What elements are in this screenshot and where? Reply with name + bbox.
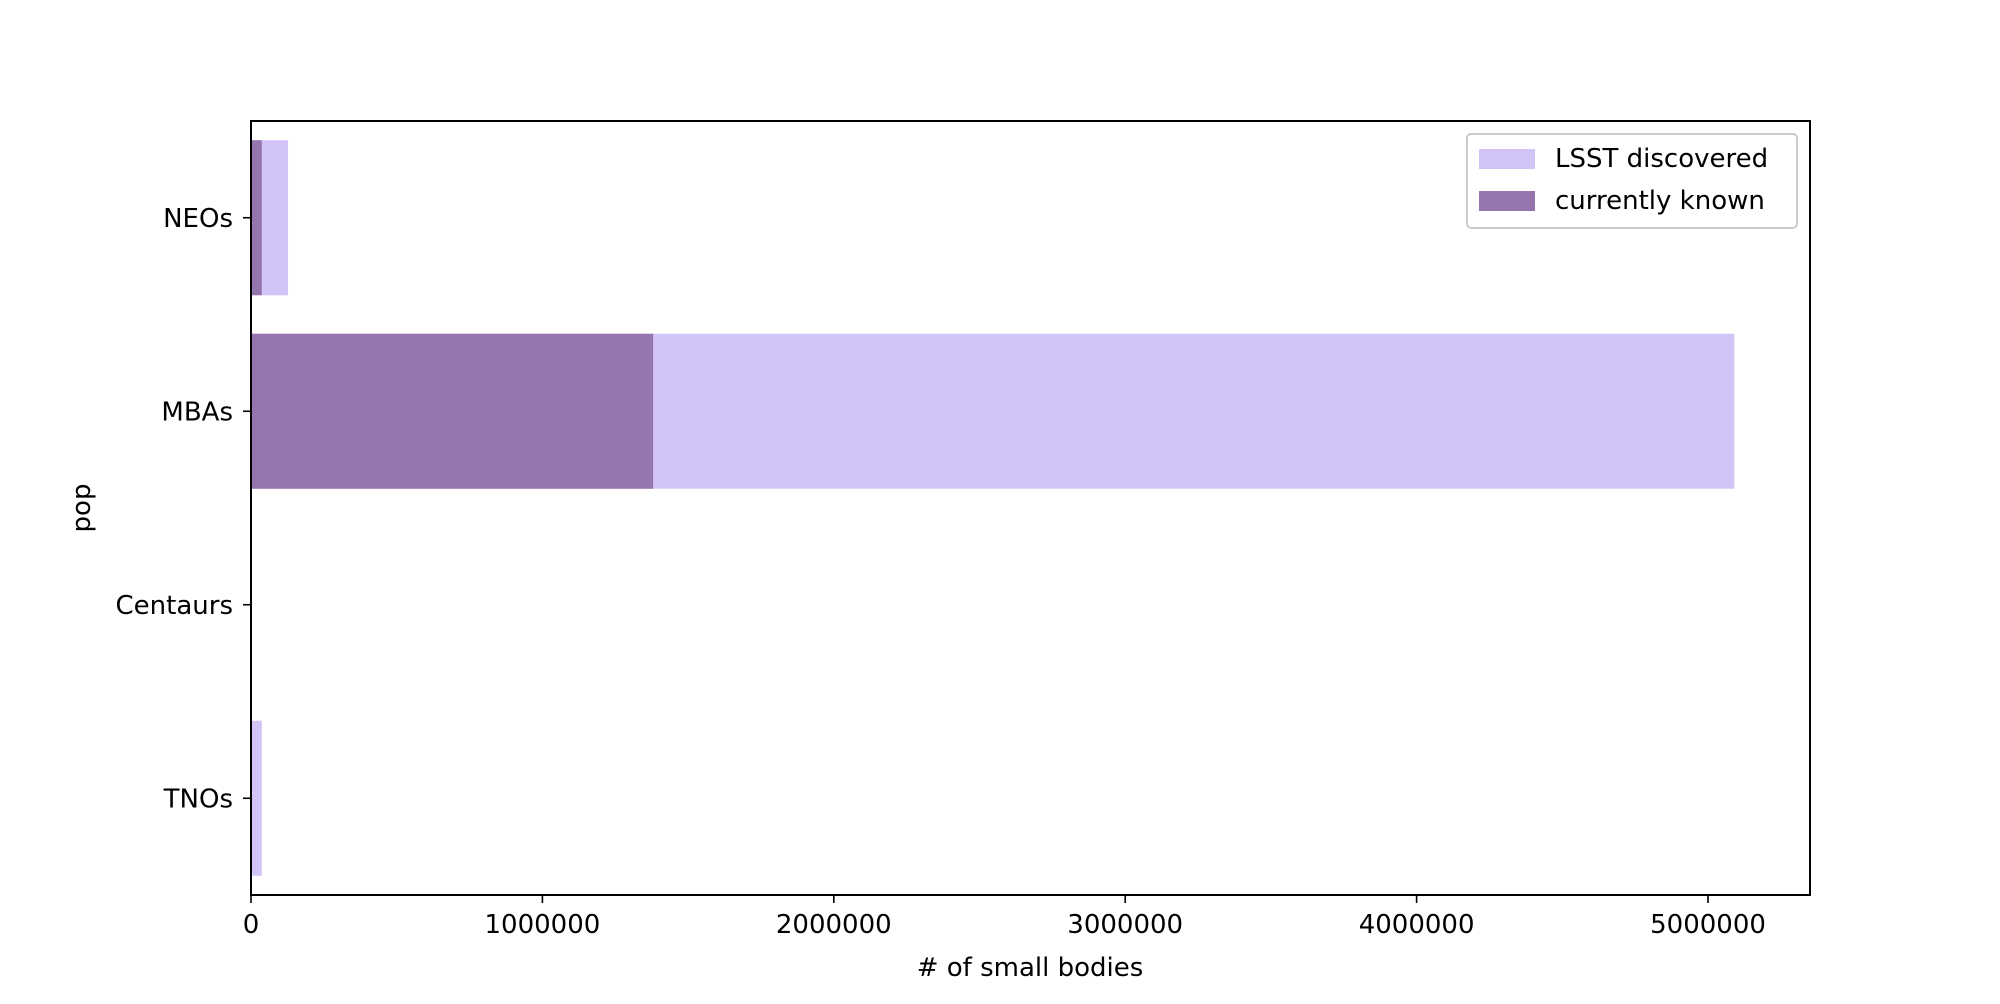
bar-lsst-discovered-tnos bbox=[251, 721, 262, 876]
y-tick-label-tnos: TNOs bbox=[163, 784, 233, 814]
x-tick-label: 0 bbox=[243, 910, 260, 940]
x-axis-ticks: 0 1000000 2000000 3000000 4000000 5000000 bbox=[243, 895, 1766, 940]
x-tick-label: 1000000 bbox=[485, 910, 601, 940]
x-tick-label: 5000000 bbox=[1650, 910, 1766, 940]
legend-label-currently-known: currently known bbox=[1555, 186, 1765, 216]
legend-swatch-lsst-discovered bbox=[1479, 149, 1535, 169]
x-tick-label: 3000000 bbox=[1067, 910, 1183, 940]
x-tick-label: 2000000 bbox=[776, 910, 892, 940]
y-tick-label-centaurs: Centaurs bbox=[116, 591, 233, 621]
bar-currently-known-neos bbox=[251, 140, 262, 295]
y-axis-ticks: NEOs MBAs Centaurs TNOs bbox=[116, 204, 251, 815]
y-tick-label-mbas: MBAs bbox=[161, 397, 233, 427]
legend-label-lsst-discovered: LSST discovered bbox=[1555, 144, 1768, 174]
y-axis-label: pop bbox=[67, 484, 97, 533]
x-axis-label: # of small bodies bbox=[917, 953, 1144, 983]
bar-currently-known-mbas bbox=[251, 334, 653, 489]
x-tick-label: 4000000 bbox=[1359, 910, 1475, 940]
bars-layer bbox=[251, 140, 1734, 876]
plot-area-frame bbox=[251, 121, 1810, 895]
legend-swatch-currently-known bbox=[1479, 191, 1535, 211]
legend: LSST discovered currently known bbox=[1467, 134, 1797, 228]
y-tick-label-neos: NEOs bbox=[163, 204, 233, 234]
